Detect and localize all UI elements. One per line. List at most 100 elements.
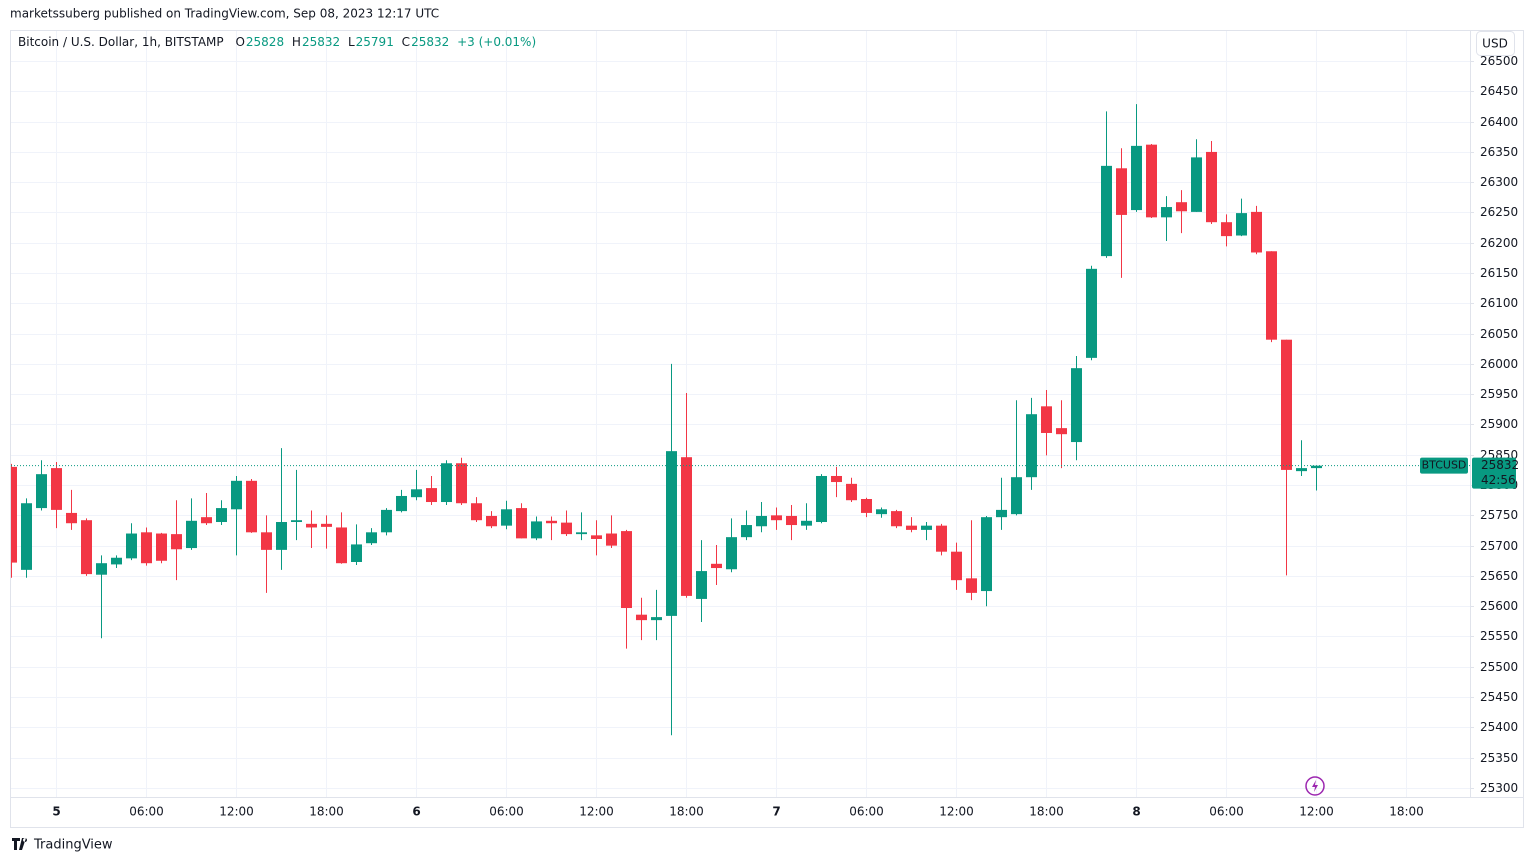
y-tick-label: 26150 bbox=[1480, 266, 1518, 280]
candle-body bbox=[1176, 202, 1187, 212]
candle-body bbox=[531, 521, 542, 539]
x-tick-label: 18:00 bbox=[1029, 805, 1064, 819]
candle-body bbox=[906, 525, 917, 530]
x-tick-label: 7 bbox=[772, 805, 780, 819]
change-value: +3 (+0.01%) bbox=[457, 35, 536, 49]
candle-body bbox=[951, 551, 962, 581]
candle-body bbox=[576, 532, 587, 535]
candle-body bbox=[1101, 165, 1112, 257]
y-tick-label: 25350 bbox=[1480, 751, 1518, 765]
candle-body bbox=[501, 509, 512, 526]
x-tick-label: 8 bbox=[1132, 805, 1140, 819]
candle-body bbox=[306, 523, 317, 528]
high-label: H bbox=[292, 35, 301, 49]
y-tick-label: 26100 bbox=[1480, 296, 1518, 310]
candle-body bbox=[411, 489, 422, 498]
candle-body bbox=[1251, 211, 1262, 253]
candle-body bbox=[966, 578, 977, 593]
candle-body bbox=[846, 483, 857, 501]
y-tick-label: 26500 bbox=[1480, 54, 1518, 68]
candle-body bbox=[111, 557, 122, 565]
candle-body bbox=[711, 563, 722, 569]
candle-body bbox=[456, 463, 467, 504]
brand-logo[interactable]: TradingView bbox=[12, 838, 113, 853]
candle-body bbox=[696, 571, 707, 599]
y-tick-label: 25450 bbox=[1480, 690, 1518, 704]
x-tick-label: 12:00 bbox=[939, 805, 974, 819]
currency-label[interactable]: USD bbox=[1482, 37, 1508, 51]
candle-body bbox=[336, 527, 347, 564]
currency-button[interactable] bbox=[1476, 31, 1515, 56]
chart-frame bbox=[10, 30, 1524, 828]
candle-body bbox=[486, 515, 497, 527]
candle-body bbox=[1026, 414, 1037, 478]
candle-body bbox=[381, 509, 392, 533]
candle-body bbox=[11, 466, 17, 563]
candle-body bbox=[231, 480, 242, 510]
candle-body bbox=[891, 511, 902, 527]
candle-body bbox=[36, 474, 47, 509]
x-tick-label: 06:00 bbox=[1209, 805, 1244, 819]
candle-body bbox=[591, 535, 602, 539]
publisher-line: marketssuberg published on TradingView.c… bbox=[10, 7, 439, 21]
candle-body bbox=[771, 515, 782, 521]
candle-body bbox=[861, 498, 872, 513]
y-tick-label: 25750 bbox=[1480, 508, 1518, 522]
candle-body bbox=[561, 522, 572, 535]
y-tick-label: 25550 bbox=[1480, 629, 1518, 643]
close-value: 25832 bbox=[411, 35, 449, 49]
candle-body bbox=[786, 515, 797, 526]
candle-body bbox=[831, 475, 842, 483]
candle-body bbox=[201, 517, 212, 524]
y-tick-label: 25900 bbox=[1480, 417, 1518, 431]
candle-body bbox=[1266, 251, 1277, 340]
y-tick-label: 25300 bbox=[1480, 781, 1518, 795]
candle-body bbox=[936, 525, 947, 552]
x-tick-label: 06:00 bbox=[849, 805, 884, 819]
candle-body bbox=[1116, 168, 1127, 215]
candle-body bbox=[351, 544, 362, 562]
candle-body bbox=[171, 534, 182, 550]
candle-body bbox=[1131, 145, 1142, 211]
y-tick-label: 26400 bbox=[1480, 115, 1518, 129]
candle-body bbox=[816, 475, 827, 523]
symbol-tag bbox=[1420, 457, 1468, 474]
candle-body bbox=[1086, 268, 1097, 358]
y-tick-label: 26250 bbox=[1480, 205, 1518, 219]
y-tick-label: 25500 bbox=[1480, 660, 1518, 674]
candle-body bbox=[681, 457, 692, 596]
y-tick-label: 25650 bbox=[1480, 569, 1518, 583]
event-icon[interactable] bbox=[1305, 776, 1325, 796]
candle-body bbox=[636, 614, 647, 621]
high-value: 25832 bbox=[302, 35, 340, 49]
candle-body bbox=[216, 508, 227, 523]
candle-body bbox=[756, 515, 767, 527]
brand-icon bbox=[12, 838, 28, 850]
candle-body bbox=[1236, 213, 1247, 236]
candle-body bbox=[1071, 368, 1082, 443]
y-tick-label: 26050 bbox=[1480, 327, 1518, 341]
candle-body bbox=[741, 525, 752, 538]
grid bbox=[11, 31, 1470, 797]
last-price-tag bbox=[1472, 457, 1516, 489]
candle-body bbox=[366, 532, 377, 544]
candle-body bbox=[1146, 144, 1157, 218]
low-label: L bbox=[348, 35, 355, 49]
candle-body bbox=[396, 495, 407, 512]
x-tick-label: 06:00 bbox=[129, 805, 164, 819]
candle-body bbox=[801, 520, 812, 526]
candle-body bbox=[471, 503, 482, 521]
x-tick-label: 6 bbox=[412, 805, 420, 819]
candle-body bbox=[651, 617, 662, 621]
y-tick-label: 26000 bbox=[1480, 357, 1518, 371]
y-tick-label: 26300 bbox=[1480, 175, 1518, 189]
x-tick-label: 18:00 bbox=[1389, 805, 1424, 819]
candle-body bbox=[21, 503, 32, 570]
y-tick-label: 25700 bbox=[1480, 539, 1518, 553]
candle-body bbox=[621, 531, 632, 609]
candle-body bbox=[1311, 465, 1322, 469]
candle-body bbox=[921, 525, 932, 530]
candle-body bbox=[996, 509, 1007, 518]
brand-name: TradingView bbox=[33, 838, 113, 853]
y-tick-label: 26450 bbox=[1480, 84, 1518, 98]
